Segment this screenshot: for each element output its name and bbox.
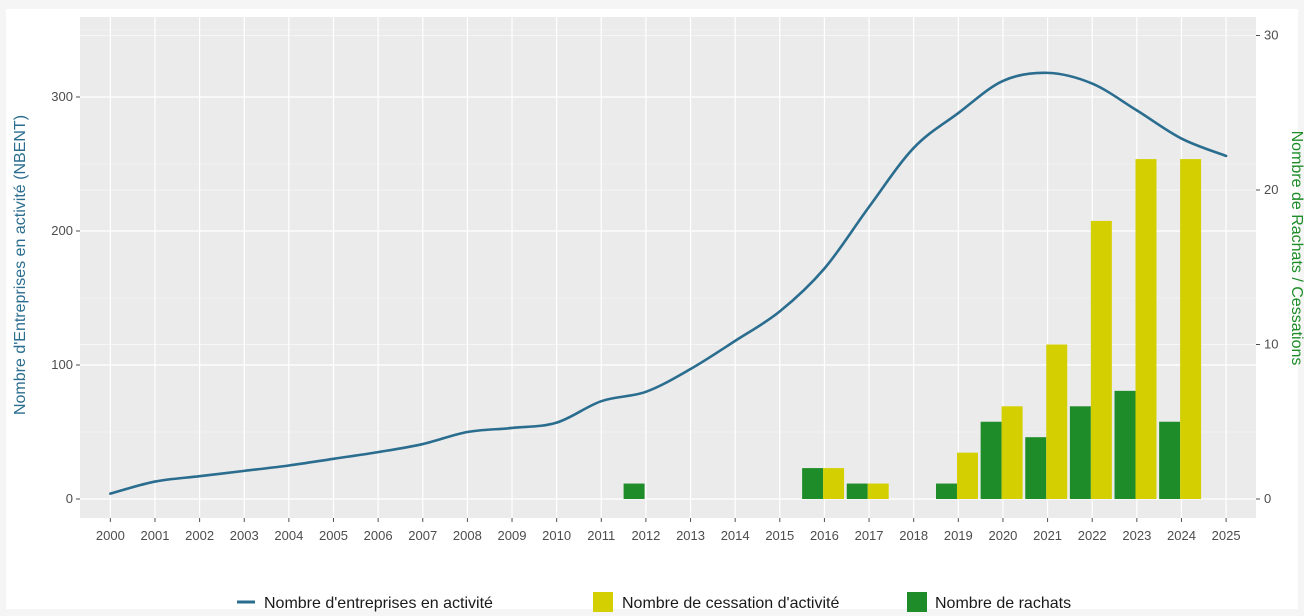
x-tick-label: 2003: [230, 528, 259, 543]
y-right-tick-label: 0: [1264, 491, 1271, 506]
legend-label-cessations: Nombre de cessation d'activité: [622, 595, 839, 612]
y-axis-right-title: Nombre de Rachats / Cessations: [1288, 131, 1304, 366]
bar-rachats: [802, 468, 824, 499]
bar-cessations: [1046, 344, 1068, 499]
x-tick-label: 2006: [364, 528, 393, 543]
x-tick-label: 2024: [1167, 528, 1196, 543]
y-left-tick-label: 300: [51, 89, 73, 104]
y-left-tick-label: 0: [66, 491, 73, 506]
bar-rachats: [936, 483, 957, 499]
x-tick-label: 2018: [899, 528, 928, 543]
y-right-tick-label: 30: [1264, 28, 1278, 43]
legend-label-rachats: Nombre de rachats: [935, 595, 1071, 612]
x-tick-label: 2000: [96, 528, 125, 543]
bar-cessations: [1090, 220, 1112, 499]
x-tick-label: 2001: [141, 528, 170, 543]
bar-cessations: [1135, 159, 1157, 499]
x-tick-label: 2015: [765, 528, 794, 543]
bar-rachats: [980, 421, 1002, 499]
bar-rachats: [623, 483, 645, 499]
legend-key-rachats: [907, 592, 927, 612]
bar-rachats: [1159, 421, 1181, 499]
x-tick-label: 2020: [988, 528, 1017, 543]
x-tick-label: 2014: [721, 528, 750, 543]
x-tick-label: 2016: [810, 528, 839, 543]
line-nombre-entreprises: [109, 71, 1228, 495]
bar-cessations: [823, 468, 845, 499]
x-tick-label: 2017: [855, 528, 884, 543]
x-tick-label: 2022: [1078, 528, 1107, 543]
bar-cessations: [956, 452, 978, 499]
y-right-tick-label: 20: [1264, 182, 1278, 197]
bar-rachats: [1114, 390, 1136, 499]
legend-key-cessations: [593, 592, 613, 612]
bar-rachats: [1069, 406, 1091, 499]
x-tick-label: 2002: [185, 528, 214, 543]
x-tick-label: 2019: [944, 528, 973, 543]
bar-cessations: [1001, 406, 1023, 499]
y-axis-left-title: Nombre d'Entreprises en activité (NBENT): [12, 115, 29, 415]
x-tick-label: 2012: [631, 528, 660, 543]
bars-layer: [623, 159, 1202, 499]
x-tick-label: 2008: [453, 528, 482, 543]
x-tick-label: 2013: [676, 528, 705, 543]
x-tick-label: 2011: [587, 528, 615, 543]
x-tick-label: 2005: [319, 528, 348, 543]
x-tick-label: 2023: [1122, 528, 1151, 543]
bar-cessations: [867, 483, 889, 499]
bar-cessations: [1180, 159, 1202, 499]
line-layer: [109, 71, 1228, 495]
x-tick-label: 2004: [274, 528, 303, 543]
x-tick-label: 2010: [542, 528, 571, 543]
y-left-tick-label: 100: [51, 357, 73, 372]
legend: Nombre d'entreprises en activité Nombre d…: [237, 592, 1071, 612]
y-left-tick-label: 200: [51, 223, 73, 238]
x-tick-label: 2007: [408, 528, 437, 543]
x-tick-label: 2025: [1212, 528, 1241, 543]
y-right-tick-label: 10: [1264, 337, 1278, 352]
legend-label-entreprises: Nombre d'entreprises en activité: [264, 595, 493, 612]
x-tick-label: 2021: [1033, 528, 1062, 543]
axes: 0 100 200 300 0 10 20 30 2000 2001 2002 2003 2004 200…: [51, 28, 1278, 544]
bar-rachats: [846, 483, 868, 499]
x-tick-label: 2009: [498, 528, 527, 543]
bar-rachats: [1025, 437, 1047, 499]
